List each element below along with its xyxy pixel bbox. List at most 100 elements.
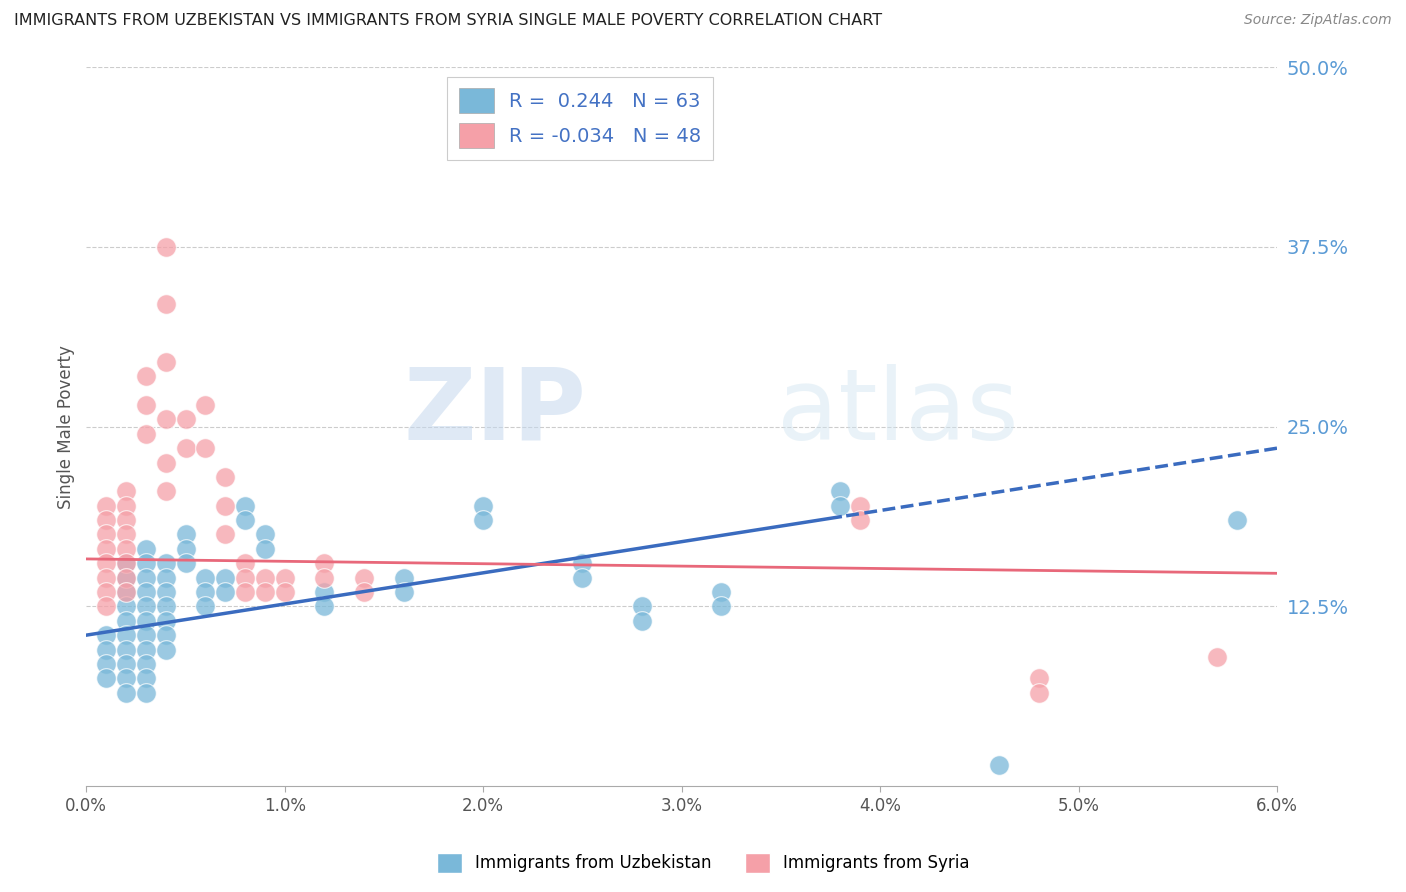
Point — [94, 599, 117, 614]
Point — [94, 513, 117, 527]
Point — [392, 571, 415, 585]
Point — [115, 585, 138, 599]
Point — [135, 369, 157, 384]
Point — [155, 599, 177, 614]
Point — [135, 571, 157, 585]
Point — [115, 642, 138, 657]
Point — [233, 571, 256, 585]
Point — [94, 628, 117, 642]
Point — [115, 671, 138, 685]
Point — [174, 541, 197, 556]
Point — [214, 571, 236, 585]
Point — [155, 614, 177, 628]
Point — [135, 599, 157, 614]
Point — [353, 585, 375, 599]
Point — [155, 642, 177, 657]
Point — [988, 757, 1011, 772]
Legend: R =  0.244   N = 63, R = -0.034   N = 48: R = 0.244 N = 63, R = -0.034 N = 48 — [447, 77, 713, 160]
Point — [135, 671, 157, 685]
Point — [135, 426, 157, 441]
Point — [710, 599, 733, 614]
Point — [253, 527, 276, 541]
Point — [135, 642, 157, 657]
Point — [1206, 649, 1229, 664]
Text: Source: ZipAtlas.com: Source: ZipAtlas.com — [1244, 13, 1392, 28]
Point — [314, 599, 336, 614]
Point — [1028, 671, 1050, 685]
Point — [194, 571, 217, 585]
Point — [174, 556, 197, 570]
Point — [135, 657, 157, 671]
Point — [314, 571, 336, 585]
Point — [710, 585, 733, 599]
Point — [115, 614, 138, 628]
Point — [135, 585, 157, 599]
Text: IMMIGRANTS FROM UZBEKISTAN VS IMMIGRANTS FROM SYRIA SINGLE MALE POVERTY CORRELAT: IMMIGRANTS FROM UZBEKISTAN VS IMMIGRANTS… — [14, 13, 882, 29]
Point — [274, 571, 297, 585]
Point — [115, 541, 138, 556]
Point — [94, 571, 117, 585]
Text: ZIP: ZIP — [404, 364, 586, 461]
Point — [115, 499, 138, 513]
Point — [830, 499, 852, 513]
Point — [571, 556, 593, 570]
Text: atlas: atlas — [778, 364, 1018, 461]
Point — [155, 484, 177, 499]
Point — [174, 527, 197, 541]
Point — [155, 412, 177, 426]
Point — [194, 398, 217, 412]
Point — [115, 628, 138, 642]
Point — [512, 125, 534, 139]
Point — [194, 441, 217, 455]
Point — [94, 527, 117, 541]
Legend: Immigrants from Uzbekistan, Immigrants from Syria: Immigrants from Uzbekistan, Immigrants f… — [430, 847, 976, 880]
Point — [155, 628, 177, 642]
Point — [512, 139, 534, 153]
Point — [174, 412, 197, 426]
Point — [849, 513, 872, 527]
Point — [253, 571, 276, 585]
Point — [115, 484, 138, 499]
Point — [94, 585, 117, 599]
Point — [1028, 686, 1050, 700]
Point — [115, 513, 138, 527]
Point — [155, 571, 177, 585]
Point — [94, 499, 117, 513]
Point — [135, 686, 157, 700]
Point — [214, 585, 236, 599]
Point — [353, 571, 375, 585]
Point — [115, 556, 138, 570]
Point — [94, 671, 117, 685]
Point — [392, 585, 415, 599]
Point — [1226, 513, 1249, 527]
Point — [233, 585, 256, 599]
Point — [155, 240, 177, 254]
Point — [472, 513, 495, 527]
Point — [214, 527, 236, 541]
Point — [115, 571, 138, 585]
Point — [274, 585, 297, 599]
Point — [115, 556, 138, 570]
Point — [155, 585, 177, 599]
Point — [135, 614, 157, 628]
Point — [94, 541, 117, 556]
Point — [631, 614, 654, 628]
Point — [314, 556, 336, 570]
Point — [115, 527, 138, 541]
Y-axis label: Single Male Poverty: Single Male Poverty — [58, 344, 75, 508]
Point — [115, 571, 138, 585]
Point — [631, 599, 654, 614]
Point — [194, 585, 217, 599]
Point — [115, 599, 138, 614]
Point — [135, 628, 157, 642]
Point — [472, 499, 495, 513]
Point — [253, 541, 276, 556]
Point — [571, 571, 593, 585]
Point — [849, 499, 872, 513]
Point — [155, 297, 177, 311]
Point — [194, 599, 217, 614]
Point — [233, 499, 256, 513]
Point — [155, 456, 177, 470]
Point — [174, 441, 197, 455]
Point — [155, 556, 177, 570]
